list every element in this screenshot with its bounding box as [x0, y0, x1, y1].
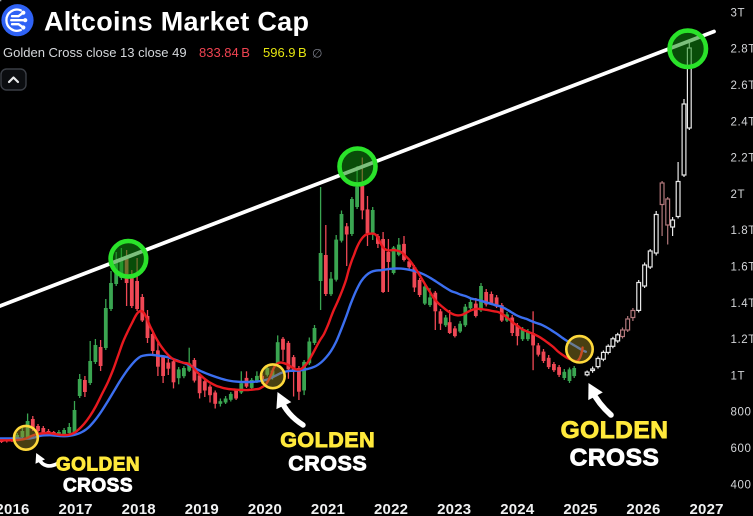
svg-text:1T: 1T: [731, 370, 746, 382]
svg-text:GOLDEN: GOLDEN: [561, 417, 669, 444]
svg-text:1.6T: 1.6T: [731, 262, 753, 274]
svg-text:2027: 2027: [690, 501, 724, 516]
svg-text:GOLDEN: GOLDEN: [56, 455, 140, 476]
svg-text:2022: 2022: [374, 501, 408, 516]
svg-text:2.4T: 2.4T: [731, 116, 753, 128]
svg-text:2020: 2020: [248, 501, 282, 516]
svg-text:1.2T: 1.2T: [731, 334, 753, 346]
svg-text:CROSS: CROSS: [63, 476, 133, 497]
svg-text:2018: 2018: [122, 501, 156, 516]
svg-text:∅: ∅: [312, 47, 322, 61]
svg-text:CROSS: CROSS: [288, 452, 367, 476]
svg-text:2024: 2024: [500, 501, 535, 516]
svg-text:596.9B: 596.9 B: [263, 45, 307, 60]
svg-text:2019: 2019: [185, 501, 219, 516]
svg-text:2021: 2021: [311, 501, 345, 516]
svg-text:2026: 2026: [626, 501, 660, 516]
svg-text:Golden Cross close 13 close 49: Golden Cross close 13 close 49: [3, 45, 187, 60]
svg-text:2016: 2016: [0, 501, 30, 516]
svg-text:833.84B: 833.84 B: [199, 45, 250, 60]
svg-text:1.8T: 1.8T: [731, 225, 753, 237]
svg-text:CROSS: CROSS: [570, 445, 660, 472]
svg-text:2T: 2T: [731, 189, 746, 201]
svg-text:2025: 2025: [563, 501, 597, 516]
svg-text:2.6T: 2.6T: [731, 80, 753, 92]
svg-text:Altcoins Market Cap: Altcoins Market Cap: [44, 7, 309, 37]
svg-text:2.2T: 2.2T: [731, 153, 753, 165]
svg-text:2023: 2023: [437, 501, 471, 516]
svg-text:600: 600: [731, 443, 752, 455]
svg-text:800: 800: [731, 407, 752, 419]
svg-text:400: 400: [731, 479, 752, 491]
svg-text:GOLDEN: GOLDEN: [280, 428, 375, 452]
svg-text:3T: 3T: [731, 7, 746, 19]
svg-text:2.8T: 2.8T: [731, 44, 753, 56]
svg-text:1.4T: 1.4T: [731, 298, 753, 310]
svg-text:2017: 2017: [59, 501, 93, 516]
